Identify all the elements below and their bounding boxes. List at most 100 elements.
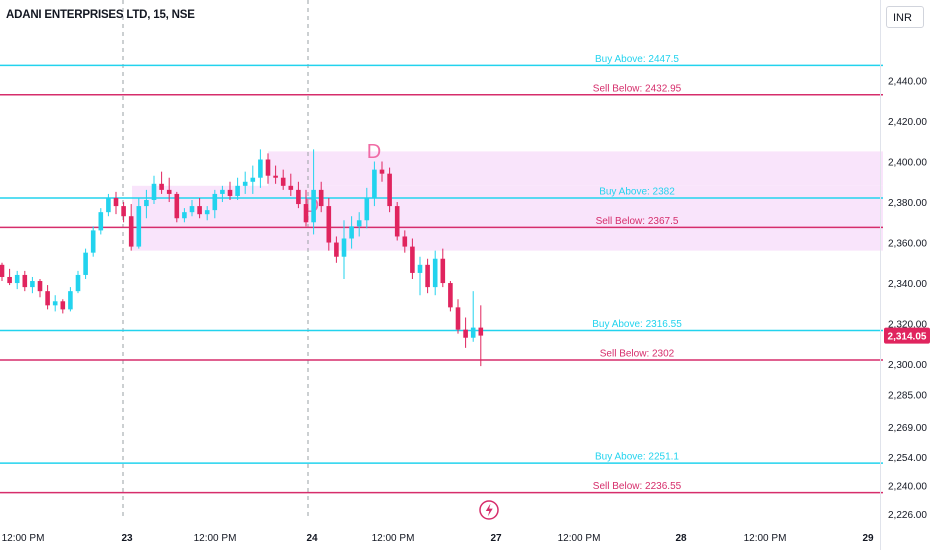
candle-up[interactable] [470,327,476,338]
candle-down[interactable] [265,159,271,176]
candle-down[interactable] [22,274,28,288]
demand-zone [268,151,883,186]
candle-down[interactable] [128,216,134,247]
candle-down[interactable] [296,189,301,205]
candle-down[interactable] [60,301,66,310]
candle-up[interactable] [349,226,354,239]
candle-up[interactable] [52,301,58,306]
candle-up[interactable] [75,274,81,292]
candle-down[interactable] [455,307,461,330]
candle-up[interactable] [212,193,218,211]
candle-up[interactable] [151,183,157,201]
candle-down[interactable] [0,264,5,277]
price-tick-label: 2,226.00 [888,510,927,521]
candle-up[interactable] [432,258,438,288]
buy-level-label: Buy Above: 2316.55 [592,319,682,330]
candle-down[interactable] [174,193,180,219]
candle-down[interactable] [326,206,332,243]
candle-up[interactable] [417,264,423,273]
price-tick-label: 2,269.00 [888,423,927,434]
candle-up[interactable] [311,189,316,223]
time-tick-label: 12:00 PM [372,533,415,544]
candle-up[interactable] [136,206,142,247]
candle-down[interactable] [334,242,339,257]
candle-up[interactable] [30,281,35,288]
candles [0,149,484,367]
time-tick-label: 12:00 PM [558,533,601,544]
time-axis: 12:00 PM 23 12:00 PM 24 12:00 PM 27 12:00 PM 28… [2,533,874,544]
price-tick-label: 2,420.00 [888,117,927,128]
candle-down[interactable] [45,291,50,306]
candle-up[interactable] [258,159,263,178]
session-separators [122,0,309,518]
candle-down[interactable] [425,264,430,288]
candle-down[interactable] [273,175,278,178]
candle-up[interactable] [106,197,111,213]
candle-down[interactable] [303,204,309,223]
price-tick-label: 2,285.00 [888,390,927,401]
price-tick-label: 2,254.00 [888,453,927,464]
sell-level-label: Sell Below: 2236.55 [593,481,682,492]
candle-down[interactable] [394,206,400,237]
candle-up[interactable] [341,238,347,257]
price-tick-label: 2,340.00 [888,279,927,290]
candle-down[interactable] [159,183,164,190]
candle-up[interactable] [83,252,88,275]
candle-down[interactable] [288,185,294,190]
candle-up[interactable] [250,177,256,182]
time-tick-label: 12:00 PM [194,533,237,544]
time-tick-label: 28 [675,533,687,544]
candle-down[interactable] [7,276,12,284]
last-price-label: 2,314.05 [888,332,927,343]
candle-down[interactable] [463,329,468,338]
candle-up[interactable] [189,206,195,213]
candle-up[interactable] [98,212,104,231]
candle-down[interactable] [280,177,286,186]
candle-down[interactable] [410,246,415,273]
candle-down[interactable] [227,189,233,196]
candle-up[interactable] [356,220,362,227]
candle-down[interactable] [448,283,453,308]
candle-down[interactable] [478,327,484,336]
sell-level-label: Sell Below: 2302 [600,349,675,360]
candle-down[interactable] [37,281,43,292]
price-scale-panel[interactable] [880,0,932,550]
time-tick-label: 12:00 PM [744,533,787,544]
candle-up[interactable] [364,197,370,221]
candle-down[interactable] [379,169,385,174]
candle-down[interactable] [402,236,408,247]
event-marker-group [479,500,499,520]
candle-up[interactable] [144,200,149,207]
buy-level-label: Buy Above: 2447.5 [595,54,679,65]
candle-down[interactable] [166,189,172,194]
candle-up[interactable] [372,169,377,198]
currency-selector[interactable]: INR [886,6,924,28]
candle-up[interactable] [182,212,187,219]
price-tick-label: 2,320.00 [888,320,927,331]
candle-up[interactable] [68,291,73,310]
demand-zones: DD [132,141,883,251]
candle-up[interactable] [235,185,240,196]
time-tick-label: 27 [490,533,502,544]
time-tick-label: 29 [862,533,874,544]
candle-down[interactable] [121,206,126,217]
price-tick-label: 2,240.00 [888,482,927,493]
lightning-icon [485,503,493,517]
candle-up[interactable] [90,230,96,253]
candle-down[interactable] [387,173,392,207]
candle-up[interactable] [242,181,248,186]
candle-down[interactable] [197,206,202,215]
buy-level-label: Buy Above: 2382 [599,186,675,197]
candle-up[interactable] [220,189,225,194]
candle-down[interactable] [113,197,119,207]
candle-down[interactable] [318,189,324,207]
price-tick-label: 2,300.00 [888,360,927,371]
sell-level-label: Sell Below: 2367.5 [596,216,679,227]
candle-up[interactable] [204,210,210,215]
time-tick-label: 12:00 PM [2,533,45,544]
last-price-badge [884,327,930,344]
candle-down[interactable] [440,258,446,284]
price-levels: Buy Above: 2447.5 Sell Below: 2432.95 Buy … [0,54,883,494]
candle-up[interactable] [14,274,20,284]
